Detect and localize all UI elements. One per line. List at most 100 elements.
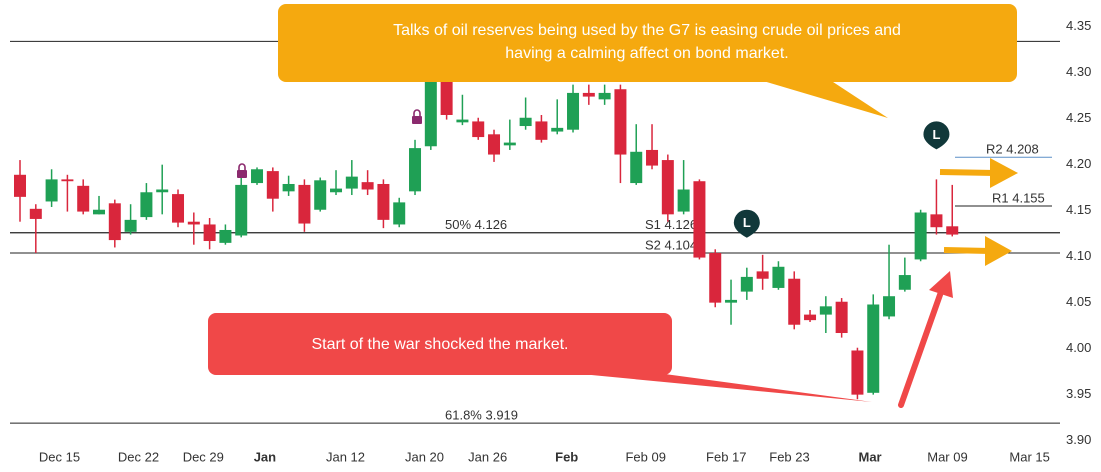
x-tick-label: Jan 12 (326, 449, 365, 464)
candle-body (124, 219, 137, 232)
candle-body (77, 185, 90, 212)
candle-body (677, 189, 690, 212)
candle-body (266, 171, 279, 199)
candle-body (693, 181, 706, 258)
candle-body (614, 89, 627, 155)
candle-body (930, 214, 943, 228)
candle-body (661, 160, 674, 215)
x-tick-label: Jan 26 (468, 449, 507, 464)
lock (413, 109, 421, 116)
marker-pin (733, 209, 760, 238)
marker-label: L (743, 215, 751, 230)
candle-body (330, 188, 343, 193)
arrow (939, 169, 996, 176)
candle-body (424, 80, 437, 147)
candle-body (819, 306, 832, 315)
candle-body (361, 182, 374, 190)
candle-body (472, 121, 485, 138)
arrow (898, 289, 944, 408)
candle-body (725, 299, 738, 303)
candle-body (772, 266, 785, 288)
lock (412, 116, 422, 124)
x-tick-label: Feb 09 (625, 449, 665, 464)
y-tick-label: 3.90 (1066, 432, 1091, 447)
lock (237, 170, 247, 178)
candle-body (345, 176, 358, 189)
candle-body (409, 148, 422, 192)
callout-text: Talks of oil reserves being used by the … (393, 22, 901, 39)
level-label: R1 4.155 (992, 190, 1045, 205)
lock (238, 163, 246, 170)
candle-body (45, 179, 58, 202)
x-tick-label: Dec 29 (183, 449, 224, 464)
candle-body (630, 151, 643, 184)
candle-body (867, 304, 880, 393)
candle-body (488, 134, 501, 155)
candle-body (646, 149, 659, 166)
candle-body (519, 117, 532, 127)
level-label: 50% 4.126 (445, 217, 507, 232)
candle-body (883, 296, 896, 317)
candle-body (140, 192, 153, 218)
candle-body (187, 221, 200, 225)
candle-body (219, 229, 232, 243)
candle-body (377, 183, 390, 220)
candle-body (503, 142, 516, 146)
candle-body (251, 169, 264, 184)
candle-body (393, 202, 406, 225)
candle-body (788, 278, 801, 325)
callout-box (208, 313, 672, 375)
candle-body (61, 179, 74, 182)
x-tick-label: Jan (254, 449, 276, 464)
y-tick-label: 4.05 (1066, 294, 1091, 309)
x-tick-label: Mar 09 (927, 449, 967, 464)
callout-text: having a calming affect on bond market. (505, 45, 788, 62)
candle-body (314, 180, 327, 210)
callout-text: Start of the war shocked the market. (311, 336, 568, 353)
y-tick-label: 4.00 (1066, 340, 1091, 355)
candle-body (535, 121, 548, 140)
arrow-head (990, 158, 1018, 188)
candle-body (456, 119, 469, 123)
candle-body (740, 276, 753, 292)
callout-war: Start of the war shocked the market. (208, 313, 872, 402)
y-tick-label: 4.15 (1066, 202, 1091, 217)
candle-body (93, 209, 106, 215)
candle-body (835, 301, 848, 334)
plot: 3.90 3.95 4.00 4.05 4.10 4.15 4.20 4.25 4.30 4.35… (10, 18, 1091, 464)
candle-body (598, 92, 611, 100)
candle-body (804, 314, 817, 321)
y-tick-label: 3.95 (1066, 386, 1091, 401)
candle-body (851, 350, 864, 395)
x-tick-label: Mar (859, 449, 882, 464)
arrow (943, 247, 991, 254)
candle-body (298, 184, 311, 224)
x-tick-label: Feb (555, 449, 578, 464)
candle-body (582, 92, 595, 97)
arrow-head (985, 236, 1012, 266)
y-tick-label: 4.10 (1066, 248, 1091, 263)
candle-body (914, 212, 927, 260)
lock-icons (237, 109, 422, 178)
callout-box (278, 4, 1017, 82)
candle-body (567, 92, 580, 130)
x-tick-label: Feb 23 (769, 449, 809, 464)
candle-body (946, 226, 959, 235)
y-tick-label: 4.30 (1066, 64, 1091, 79)
y-tick-label: 4.20 (1066, 156, 1091, 171)
x-tick-label: Feb 17 (706, 449, 746, 464)
level-label: S1 4.126 (645, 217, 697, 232)
arrows (898, 158, 1018, 408)
marker-label: L (932, 127, 940, 142)
candle-body (551, 127, 564, 132)
candle-body (235, 184, 248, 236)
candle-body (203, 224, 216, 242)
candle-body (108, 203, 121, 241)
callout-tail (760, 80, 888, 118)
candle-body (440, 80, 453, 115)
level-label: S2 4.104 (645, 237, 697, 252)
y-tick-label: 4.35 (1066, 18, 1091, 33)
x-tick-label: Dec 22 (118, 449, 159, 464)
arrow-head (929, 271, 953, 298)
